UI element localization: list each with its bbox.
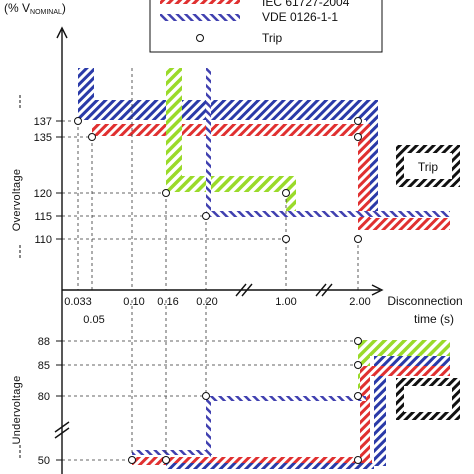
x-tick-020: 0.20 <box>196 296 217 308</box>
y-tick-50: 50 <box>38 455 50 467</box>
legend-marker-trip <box>196 34 204 42</box>
trip-point <box>354 456 362 464</box>
x-tick-016: 0.16 <box>157 296 178 308</box>
trip-point <box>354 361 362 369</box>
band-iec-upper-drop <box>358 124 370 230</box>
trip-point <box>202 392 210 400</box>
trip-point <box>354 133 362 141</box>
trip-point <box>282 235 290 243</box>
undervoltage-label: Undervoltage <box>11 375 23 444</box>
x-tick-010: 0.10 <box>123 296 144 308</box>
x-tick-005: 0.05 <box>83 314 104 326</box>
y-tick-115: 115 <box>34 211 52 223</box>
band-purple-vertical <box>206 68 211 216</box>
y-tick-85: 85 <box>38 360 50 372</box>
trip-point <box>282 189 290 197</box>
y-tick-120: 120 <box>34 188 52 200</box>
y-tick-80: 80 <box>38 391 50 403</box>
band-purple-lower-horizontal <box>206 396 366 401</box>
band-red-bottom <box>132 457 372 465</box>
trip-point <box>202 212 210 220</box>
x-tick-100: 1.00 <box>275 296 296 308</box>
axes <box>54 26 384 474</box>
y-tick-110: 110 <box>34 234 52 246</box>
band-vde-lower-vertical <box>374 356 386 466</box>
x-tick-200: 2.00 <box>349 296 370 308</box>
x-axis-label-line1: Disconnection <box>387 294 462 308</box>
band-iec-upper-tail <box>358 218 450 230</box>
band-iec-lower-horizontal <box>360 366 450 376</box>
trip-box: Trip <box>396 145 460 187</box>
trip-point <box>74 117 82 125</box>
legend-label-iec: IEC 61727-2004 <box>262 0 350 9</box>
trip-point <box>354 117 362 125</box>
band-green-vertical <box>166 68 182 192</box>
hatched-bands <box>78 68 450 469</box>
trip-point <box>162 189 170 197</box>
trip-box-lower <box>396 378 460 420</box>
band-green-lower-horizontal <box>358 340 450 356</box>
trip-point <box>354 235 362 243</box>
band-green-drop <box>286 176 296 214</box>
trip-point <box>88 133 96 141</box>
band-iec-lower-vertical <box>360 366 370 466</box>
legend-label-trip: Trip <box>262 31 283 45</box>
y-tick-137: 137 <box>34 116 52 128</box>
band-purple-lower-vertical <box>206 396 211 466</box>
upper-y-ticks <box>56 120 62 461</box>
legend-label-vde: VDE 0126-1-1 <box>262 10 338 24</box>
band-vde-lower-horizontal <box>374 356 450 366</box>
trip-box-label: Trip <box>418 160 439 174</box>
trip-point <box>354 337 362 345</box>
trip-markers <box>74 117 362 464</box>
x-tick-0033: 0.033 <box>64 296 92 308</box>
trip-point <box>354 392 362 400</box>
legend-swatch-vde <box>160 14 240 21</box>
overvoltage-label: Overvoltage <box>11 169 23 232</box>
y-tick-88: 88 <box>38 336 50 348</box>
band-purple-bottom <box>132 450 212 455</box>
band-green-horizontal <box>166 176 296 192</box>
guide-lines <box>62 68 359 461</box>
y-unit-label: (% VNOMINAL) <box>4 1 66 16</box>
y-tick-135: 135 <box>34 132 52 144</box>
band-iec-upper-horizontal <box>92 124 370 136</box>
band-vde-upper-horizontal <box>78 100 378 120</box>
legend-swatch-iec <box>160 0 240 4</box>
band-blue-bottom <box>166 463 374 469</box>
trip-point <box>162 456 170 464</box>
legend: IEC 61727-2004 VDE 0126-1-1 Trip <box>149 0 383 53</box>
band-purple-horizontal <box>206 211 450 217</box>
trip-point <box>128 456 136 464</box>
x-axis-label-line2: time (s) <box>414 312 454 326</box>
